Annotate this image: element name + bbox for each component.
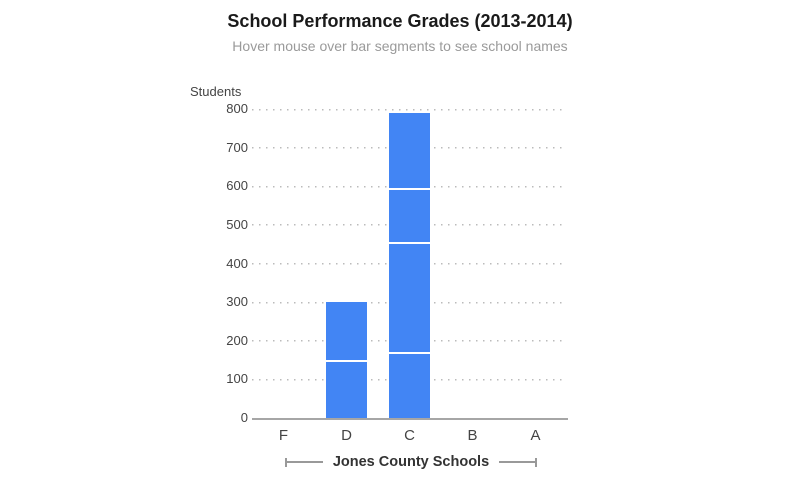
y-tick-label-600: 600 [226, 178, 248, 194]
bar-segment-c-3[interactable] [389, 190, 430, 245]
y-tick-label-300: 300 [226, 294, 248, 310]
bar-segment-d-2[interactable] [326, 302, 367, 362]
x-axis-label-text: Jones County Schools [332, 454, 490, 470]
bar-segment-c-1[interactable] [389, 354, 430, 418]
y-tick-label-700: 700 [226, 139, 248, 155]
y-tick-label-200: 200 [226, 332, 248, 348]
bracket-left-line [287, 461, 323, 463]
x-tick-label-d: D [341, 427, 352, 444]
x-tick-label-f: F [278, 427, 289, 444]
bar-segment-d-1[interactable] [326, 361, 367, 418]
y-axis-label: Students [190, 84, 242, 99]
x-tick-label-b: B [467, 427, 478, 444]
x-axis-label: Jones County Schools [285, 453, 537, 471]
x-axis-line [252, 418, 568, 420]
y-tick-label-800: 800 [226, 101, 248, 116]
bar-segment-c-4[interactable] [389, 112, 430, 191]
y-tick-label-500: 500 [226, 216, 248, 232]
chart-subtitle: Hover mouse over bar segments to see sch… [232, 38, 568, 54]
chart-title: School Performance Grades (2013-2014) [227, 11, 573, 31]
bracket-left-cap [285, 457, 287, 467]
gridline-800 [252, 108, 567, 111]
bracket-right-cap [535, 457, 537, 467]
bracket-right-line [499, 461, 535, 463]
y-tick-label-0: 0 [240, 410, 248, 425]
x-tick-label-c: C [404, 427, 415, 444]
bar-segment-c-2[interactable] [389, 244, 430, 355]
x-tick-label-a: A [530, 427, 541, 444]
y-tick-label-400: 400 [226, 255, 248, 271]
y-tick-label-100: 100 [226, 371, 248, 387]
